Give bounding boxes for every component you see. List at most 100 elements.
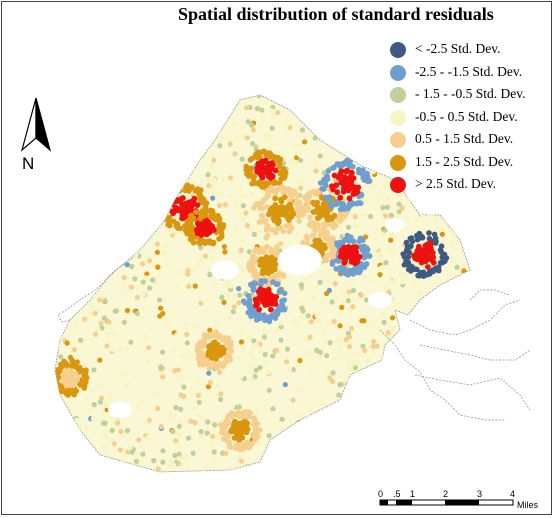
residual-point xyxy=(276,289,283,295)
residual-point xyxy=(369,324,375,330)
residual-point xyxy=(225,291,231,297)
residual-point xyxy=(280,273,287,279)
residual-point xyxy=(97,399,103,405)
residual-point xyxy=(166,197,172,203)
residual-point xyxy=(442,298,448,304)
residual-point xyxy=(388,278,394,284)
residual-point xyxy=(60,277,66,283)
residual-point xyxy=(358,192,365,199)
residual-point xyxy=(307,334,313,340)
residual-point xyxy=(167,134,173,140)
residual-point xyxy=(142,417,148,424)
residual-point xyxy=(275,110,281,116)
residual-point xyxy=(190,127,197,133)
residual-point xyxy=(167,186,174,193)
residual-point xyxy=(357,466,363,472)
residual-point xyxy=(272,195,279,202)
residual-point xyxy=(236,462,242,468)
residual-point xyxy=(237,292,243,298)
residual-point xyxy=(232,470,238,472)
residual-point xyxy=(173,185,179,191)
residual-point xyxy=(312,227,319,234)
residual-point xyxy=(173,283,180,289)
residual-point xyxy=(63,211,69,217)
residual-point xyxy=(336,213,343,220)
residual-point xyxy=(178,127,184,133)
residual-point xyxy=(240,298,247,305)
residual-point xyxy=(364,106,370,112)
residual-point xyxy=(182,157,188,163)
residual-point xyxy=(259,107,265,113)
residual-point xyxy=(369,438,375,444)
residual-point xyxy=(240,125,246,131)
residual-point xyxy=(217,133,224,139)
residual-point xyxy=(223,432,229,439)
residual-point xyxy=(158,305,164,311)
residual-point xyxy=(255,468,261,472)
residual-point xyxy=(206,177,212,183)
residual-point xyxy=(162,315,168,321)
residual-point xyxy=(270,153,277,160)
residual-point xyxy=(443,326,449,332)
residual-point xyxy=(87,122,93,128)
residual-point xyxy=(329,203,335,209)
residual-point xyxy=(403,239,410,246)
residual-point xyxy=(324,352,330,359)
residual-point xyxy=(197,95,203,101)
residual-point xyxy=(270,112,276,118)
residual-point xyxy=(313,168,319,174)
residual-point xyxy=(378,419,384,425)
residual-point xyxy=(460,409,466,415)
residual-point xyxy=(462,314,468,320)
residual-point xyxy=(451,437,457,443)
residual-point xyxy=(208,355,215,361)
residual-point xyxy=(331,172,338,179)
residual-point xyxy=(145,276,151,282)
empty-area xyxy=(211,260,239,280)
residual-point xyxy=(281,175,287,181)
residual-point xyxy=(276,272,282,279)
residual-point xyxy=(331,355,337,361)
residual-point xyxy=(178,406,184,412)
residual-point xyxy=(257,286,264,292)
residual-point xyxy=(56,209,62,215)
residual-point xyxy=(66,326,73,332)
residual-point xyxy=(221,177,227,183)
residual-point xyxy=(212,455,218,461)
residual-point xyxy=(132,276,138,282)
residual-point xyxy=(91,367,97,373)
residual-point xyxy=(313,102,319,109)
residual-point xyxy=(319,186,325,192)
residual-point xyxy=(61,325,67,331)
residual-point xyxy=(116,138,122,144)
residual-point xyxy=(350,238,357,245)
residual-point xyxy=(454,388,460,394)
residual-point xyxy=(419,211,425,217)
residual-point xyxy=(196,412,202,418)
residual-point xyxy=(184,340,190,346)
residual-point xyxy=(67,155,73,161)
residual-point xyxy=(361,253,367,260)
residual-point xyxy=(137,162,143,168)
residual-point xyxy=(462,281,469,287)
residual-point xyxy=(324,231,331,237)
residual-point xyxy=(126,188,132,194)
residual-point xyxy=(71,433,78,439)
residual-point xyxy=(218,230,225,237)
residual-point xyxy=(419,247,426,254)
residual-point xyxy=(160,349,166,355)
residual-point xyxy=(238,339,245,345)
residual-point xyxy=(241,454,247,460)
residual-point xyxy=(150,167,157,173)
residual-point xyxy=(445,296,451,302)
residual-point xyxy=(110,104,116,110)
residual-point xyxy=(130,149,136,156)
residual-point xyxy=(278,463,284,469)
residual-point xyxy=(228,348,235,354)
residual-point xyxy=(78,142,84,148)
residual-point xyxy=(360,274,367,280)
residual-point xyxy=(243,463,250,470)
legend-label: > 2.5 Std. Dev. xyxy=(415,176,496,191)
residual-point xyxy=(265,211,272,218)
